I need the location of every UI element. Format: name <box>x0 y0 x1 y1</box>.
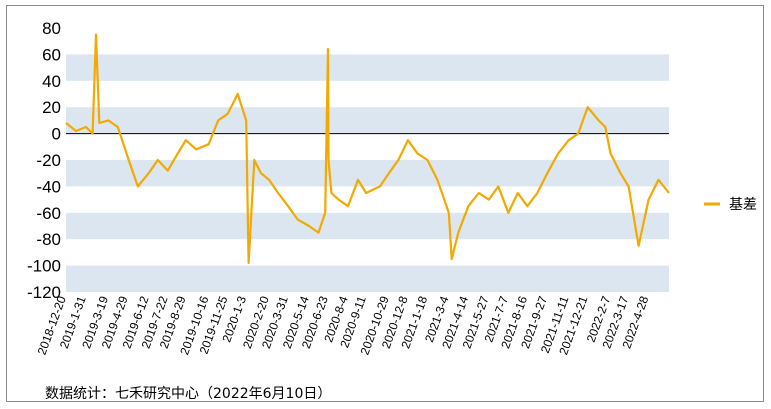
y-tick-label: -20 <box>36 151 61 170</box>
grid-band <box>66 265 669 292</box>
y-tick-label: 20 <box>42 98 61 117</box>
y-tick-label: -60 <box>36 204 61 223</box>
y-tick-label: -100 <box>27 257 61 276</box>
legend-label: 基差 <box>729 196 757 213</box>
grid-band <box>66 107 669 134</box>
chart-frame: 80 60 40 20 0 -20 -40 -60 -80 -100 -120 2018-12-20… <box>6 5 764 402</box>
grid-band <box>66 54 669 81</box>
y-tick-label: 40 <box>42 72 61 91</box>
y-tick-label: -120 <box>27 283 61 302</box>
series-line-basis <box>65 33 670 265</box>
grid-band <box>66 160 669 187</box>
y-tick-label: 0 <box>52 125 61 144</box>
y-tick-label: 80 <box>42 19 61 38</box>
y-tick-label: -40 <box>36 177 61 196</box>
grid-band <box>66 212 669 240</box>
y-tick-label: -80 <box>36 230 61 249</box>
y-tick-label: 60 <box>42 45 61 64</box>
source-note: 数据统计：七禾研究中心（2022年6月10日） <box>45 386 332 402</box>
